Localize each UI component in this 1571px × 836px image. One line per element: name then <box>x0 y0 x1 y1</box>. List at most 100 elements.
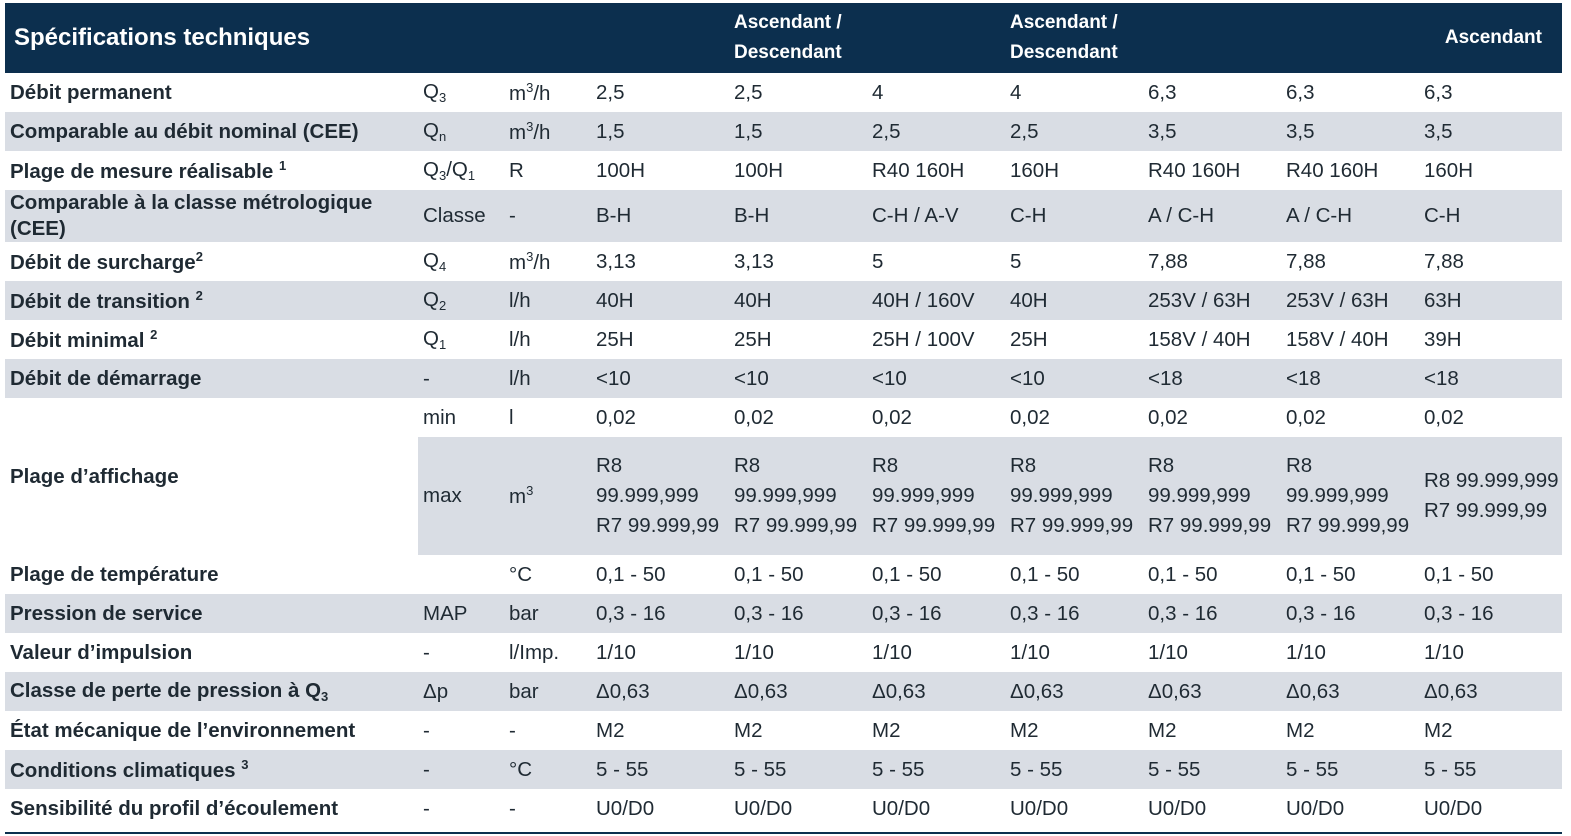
table-bottom-rule <box>5 832 1562 834</box>
row-value: <10 <box>867 359 1005 398</box>
row-symbol: - <box>423 796 430 820</box>
row-value: 5 - 55 <box>1419 750 1562 789</box>
row-label: Débit de transition 2 <box>5 281 418 320</box>
row-unit: m3 <box>504 437 591 555</box>
row-value: 1/10 <box>872 640 912 664</box>
row-value: 39H <box>1424 327 1462 351</box>
row-value: 0,02 <box>591 398 729 437</box>
row-value: M2 <box>872 718 901 742</box>
header-cell <box>504 3 591 73</box>
row-value: 0,1 - 50 <box>596 562 666 586</box>
row-value: 25H / 100V <box>872 327 975 351</box>
row-value: <18 <box>1281 359 1419 398</box>
table-row: Comparable à la classe métrologique (CEE… <box>5 190 1562 242</box>
row-unit: m3/h <box>509 79 551 105</box>
row-label: Comparable au débit nominal (CEE) <box>5 112 418 151</box>
row-value: U0/D0 <box>1286 796 1345 820</box>
row-unit: °C <box>504 750 591 789</box>
row-value: C-H / A-V <box>867 190 1005 242</box>
row-unit: °C <box>509 562 533 586</box>
row-value: 0,3 - 16 <box>1143 594 1281 633</box>
row-value: 0,02 <box>867 398 1005 437</box>
row-value: 5 - 55 <box>1281 750 1419 789</box>
row-symbol: Qn <box>418 112 504 151</box>
row-symbol: Classe <box>418 190 504 242</box>
table-row: Plage de mesure réalisable 1 Q3/Q1 R 100… <box>5 151 1562 190</box>
row-value: 0,02 <box>1281 398 1419 437</box>
row-value: 0,3 - 16 <box>1419 594 1562 633</box>
row-value: 0,1 - 50 <box>1286 562 1356 586</box>
header-cell <box>591 3 729 73</box>
row-label: Valeur d’impulsion <box>10 640 193 664</box>
row-value: M2 <box>1424 718 1453 742</box>
row-value: 100H <box>734 158 784 182</box>
row-value: U0/D0 <box>872 796 931 820</box>
table-row: Débit de surcharge2 Q4 m3/h 3,13 3,13 5 … <box>5 242 1562 281</box>
row-value: 2,5 <box>867 112 1005 151</box>
row-value: Δ0,63 <box>1005 672 1143 711</box>
row-unit: bar <box>504 672 591 711</box>
row-value: 160H <box>1010 158 1060 182</box>
table-row: Comparable au débit nominal (CEE) Qn m3/… <box>5 112 1562 151</box>
row-value: R8 99.999,999 R7 99.999,99 <box>1419 437 1562 555</box>
row-value: 7,88 <box>1148 249 1188 273</box>
table-row: Classe de perte de pression à Q3 Δp bar … <box>5 672 1562 711</box>
header-cell <box>1281 3 1419 73</box>
row-value: R8 99.999,999 R7 99.999,99 <box>729 437 867 555</box>
row-value: 3,5 <box>1281 112 1419 151</box>
row-value: A / C-H <box>1281 190 1419 242</box>
table-row: Débit de transition 2 Q2 l/h 40H 40H 40H… <box>5 281 1562 320</box>
row-value: 1/10 <box>1286 640 1326 664</box>
row-value: Δ0,63 <box>1143 672 1281 711</box>
row-unit: l <box>504 398 591 437</box>
row-value: 0,02 <box>1419 398 1562 437</box>
row-value: A / C-H <box>1143 190 1281 242</box>
header-cell <box>1143 3 1281 73</box>
row-value: 1,5 <box>729 112 867 151</box>
row-symbol: Q2 <box>418 281 504 320</box>
row-value: R40 160H <box>1148 158 1241 182</box>
table-row: Débit permanent Q3 m3/h 2,5 2,5 4 4 6,3 … <box>5 73 1562 112</box>
row-value: M2 <box>1286 718 1315 742</box>
row-value: R8 99.999,999 R7 99.999,99 <box>591 437 729 555</box>
row-value: M2 <box>1148 718 1177 742</box>
row-value: 158V / 40H <box>1148 327 1251 351</box>
row-value: 5 - 55 <box>1143 750 1281 789</box>
row-value: 5 - 55 <box>1005 750 1143 789</box>
row-unit: - <box>509 796 516 820</box>
row-value: <10 <box>1005 359 1143 398</box>
row-unit: R <box>509 158 524 182</box>
row-value: 0,3 - 16 <box>1005 594 1143 633</box>
row-value: 25H <box>596 327 634 351</box>
table-title: Spécifications techniques <box>5 3 418 73</box>
header-cell: Ascendant / Descendant <box>729 3 867 73</box>
row-value: Δ0,63 <box>1281 672 1419 711</box>
row-value: 40H / 160V <box>867 281 1005 320</box>
row-label: Débit permanent <box>10 80 172 104</box>
row-symbol: MAP <box>418 594 504 633</box>
row-value: Δ0,63 <box>729 672 867 711</box>
row-unit: m3/h <box>509 248 551 274</box>
row-value: 1/10 <box>1010 640 1050 664</box>
row-value: 3,13 <box>734 249 774 273</box>
row-value: 0,1 - 50 <box>1148 562 1218 586</box>
row-label: État mécanique de l’environnement <box>10 718 356 742</box>
row-value: 25H <box>734 327 772 351</box>
row-value: 6,3 <box>1424 80 1453 104</box>
row-value: R40 160H <box>1286 158 1379 182</box>
row-value: 2,5 <box>596 80 625 104</box>
row-label: Débit minimal 2 <box>10 326 158 352</box>
row-value: 5 <box>1010 249 1022 273</box>
row-symbol: Q3 <box>423 80 447 105</box>
row-unit: l/h <box>504 281 591 320</box>
row-value: 253V / 63H <box>1281 281 1419 320</box>
row-value: U0/D0 <box>1148 796 1207 820</box>
row-value: 253V / 63H <box>1143 281 1281 320</box>
row-symbol: Δp <box>418 672 504 711</box>
row-value: 6,3 <box>1148 80 1177 104</box>
row-unit: l/h <box>509 327 531 351</box>
row-unit: l/h <box>504 359 591 398</box>
row-value: 0,3 - 16 <box>729 594 867 633</box>
row-value: <18 <box>1419 359 1562 398</box>
row-value: 4 <box>872 80 884 104</box>
